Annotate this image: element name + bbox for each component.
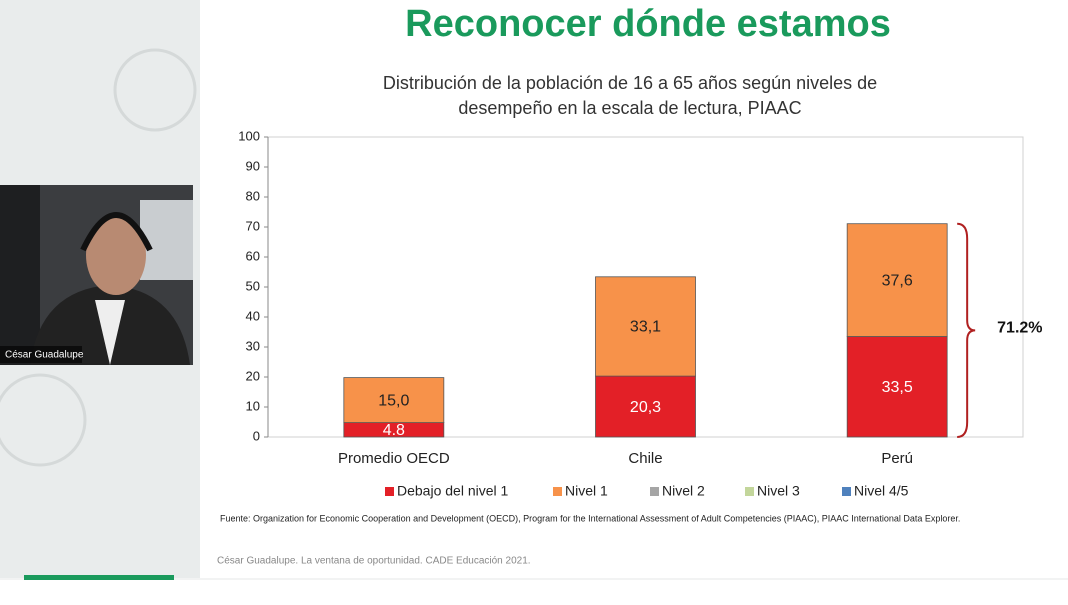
y-tick-label: 90	[246, 158, 260, 173]
y-tick-label: 60	[246, 248, 260, 263]
y-tick-label: 50	[246, 278, 260, 293]
bar-segment	[343, 377, 445, 424]
chart-title: Distribución de la población de 16 a 65 …	[383, 73, 877, 93]
y-tick-label: 10	[246, 398, 260, 413]
legend-swatch	[385, 487, 394, 496]
y-tick-label: 70	[246, 218, 260, 233]
bottom-bar	[0, 580, 1068, 600]
annotation: 71.2%	[997, 320, 1042, 337]
person-shirt	[95, 300, 125, 365]
bar-segment	[846, 336, 948, 438]
legend-swatch	[553, 487, 562, 496]
y-tick-label: 20	[246, 368, 260, 383]
y-tick-label: 80	[246, 188, 260, 203]
x-tick-label: Chile	[628, 450, 662, 467]
x-tick-label: Promedio OECD	[338, 450, 450, 467]
video-bg	[140, 200, 193, 280]
decor	[0, 373, 87, 467]
slide-title: Reconocer dónde estamos	[405, 3, 891, 45]
source: Fuente: Organization for Economic Cooper…	[220, 513, 960, 523]
y-tick-label: 0	[253, 428, 260, 443]
data-label: 15,0	[378, 392, 409, 409]
legend-label: Nivel 2	[662, 483, 705, 499]
participant-name: César Guadalupe	[5, 350, 84, 361]
decor	[113, 48, 197, 132]
data-label: 33,5	[882, 379, 913, 396]
webcam: César Guadalupe	[0, 185, 193, 365]
data-label: 4.8	[383, 422, 405, 439]
legend-label: Nivel 4/5	[854, 483, 909, 499]
legend-label: Nivel 1	[565, 483, 608, 499]
person-head	[86, 215, 146, 295]
headset	[80, 212, 153, 252]
y-tick-label: 100	[238, 128, 260, 143]
bar-segment	[595, 375, 696, 438]
decor-bar	[24, 575, 174, 580]
name-tag	[0, 346, 82, 363]
y-tick-label: 40	[246, 308, 260, 323]
legend-label: Debajo del nivel 1	[397, 483, 509, 499]
data-label: 33,1	[630, 319, 661, 336]
legend-swatch	[842, 487, 851, 496]
legend-swatch	[745, 487, 754, 496]
bar-segment	[595, 276, 696, 377]
data-label: 37,6	[882, 272, 913, 289]
bar-segment	[846, 223, 948, 337]
footer: César Guadalupe. La ventana de oportunid…	[217, 556, 531, 567]
chart-title: desempeño en la escala de lectura, PIAAC	[458, 98, 801, 118]
x-tick-label: Perú	[881, 450, 913, 467]
legend-label: Nivel 3	[757, 483, 800, 499]
y-tick-label: 30	[246, 338, 260, 353]
data-label: 20,3	[630, 399, 661, 416]
video-bg	[0, 185, 40, 365]
legend-swatch	[650, 487, 659, 496]
